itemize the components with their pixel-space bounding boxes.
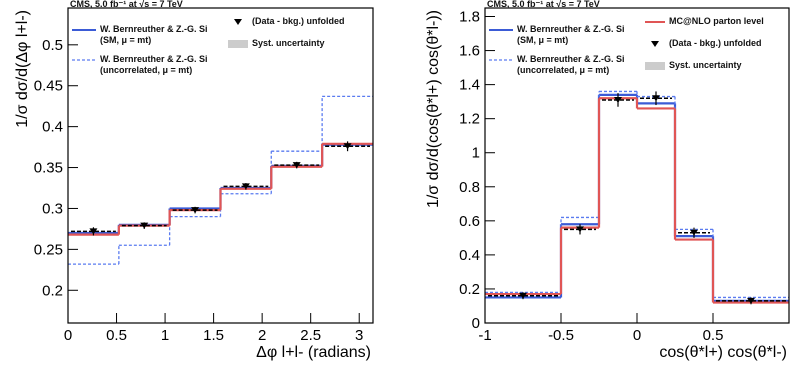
legend-label: MC@NLO parton level [669,16,764,26]
x-axis-label: cos(θ*l+) cos(θ*l-) [659,344,787,361]
y-tick-label: 0.8 [459,179,480,196]
x-tick-label: 3 [355,327,363,344]
plot-frame [484,7,790,324]
y-tick-label: 0.25 [34,241,63,258]
y-axis-label: 1/σ dσ/d(cos(θ*l+) cos(θ*l-)) [425,10,442,208]
legend-label: (Data - bkg.) unfolded [252,16,345,26]
x-tick-label: 0.5 [703,327,724,344]
y-tick-label: 0.5 [42,37,63,54]
data-point [576,226,584,233]
x-tick-label: -1 [478,327,491,344]
y-tick-label: 0.2 [42,282,63,299]
legend-swatch [228,40,248,48]
data-point [89,228,98,235]
y-tick-label: 0.4 [42,119,63,136]
x-tick-label: -0.5 [548,327,574,344]
legend-label: Syst. uncertainty [669,60,742,70]
legend-label: (Data - bkg.) unfolded [669,38,762,48]
data-point [690,229,698,236]
x-tick-label: 0.5 [106,327,127,344]
data-point [191,207,200,214]
legend-label: W. Bernreuther & Z.-G. Si (SM, μ = mt) [517,24,625,45]
y-tick-label: 1 [472,145,480,162]
data-point [343,143,352,150]
legend-swatch [234,19,242,25]
y-tick-label: 0.45 [34,78,63,95]
data-point [519,292,527,299]
y-tick-label: 0.4 [459,247,480,264]
y-tick-label: 0.3 [42,200,63,217]
data-point [241,183,250,190]
x-tick-label: 0 [64,327,72,344]
y-tick-label: 0.35 [34,160,63,177]
x-tick-label: 0 [633,327,641,344]
header: CMS, 5.0 fb⁻¹ at √s = 7 TeV [70,0,183,9]
legend-label: W. Bernreuther & Z.-G. Si (uncorrelated,… [517,54,625,75]
legend-label: Syst. uncertainty [252,38,325,48]
y-axis-label: 1/σ dσ/d(Δφ l+l-) [14,10,31,128]
y-tick-label: 0 [472,315,480,332]
data-point [140,222,149,229]
data-point [292,162,301,169]
x-tick-label: 1 [161,327,169,344]
y-tick-label: 0.2 [459,281,480,298]
y-tick-label: 1.2 [459,111,480,128]
y-tick-label: 1.6 [459,43,480,60]
y-tick-label: 1.4 [459,77,480,94]
legend-label: W. Bernreuther & Z.-G. Si (SM, μ = mt) [100,24,208,45]
header: CMS, 5.0 fb⁻¹ at √s = 7 TeV [487,0,600,9]
legend-swatch [645,62,665,70]
y-tick-label: 1.8 [459,9,480,26]
legend-swatch [651,41,659,47]
x-axis-label: Δφ l+l- (radians) [256,344,371,361]
y-tick-label: 0.6 [459,213,480,230]
plot-frame [67,7,374,324]
legend-label: W. Bernreuther & Z.-G. Si (uncorrelated,… [100,54,208,75]
data-point [614,96,622,103]
x-tick-label: 2 [258,327,266,344]
x-tick-label: 1.5 [203,327,224,344]
data-point [747,297,755,304]
x-tick-label: 2.5 [300,327,321,344]
data-point [652,95,660,102]
